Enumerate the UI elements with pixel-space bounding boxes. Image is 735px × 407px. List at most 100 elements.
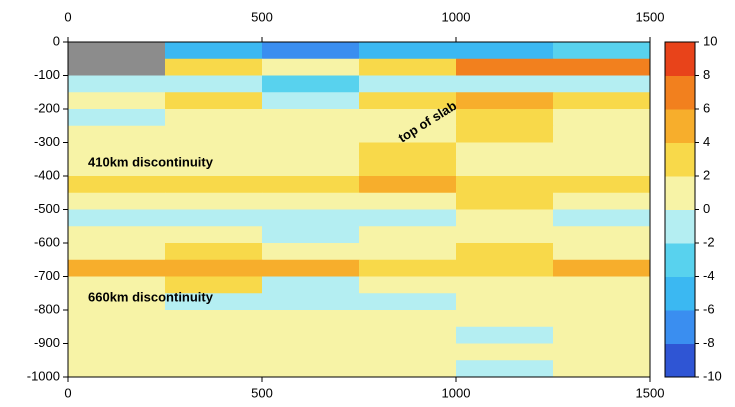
x-tick-label-top: 0 [64, 9, 71, 24]
heat-cell [553, 42, 651, 60]
x-tick-label-top: 500 [251, 9, 273, 24]
annotation: 410km discontinuity [88, 154, 214, 169]
heat-cell [262, 326, 360, 344]
colorbar-tick-label: 0 [703, 201, 710, 216]
heat-cell [359, 92, 457, 110]
x-tick-label-top: 1000 [442, 9, 471, 24]
colorbar-swatch [665, 276, 695, 311]
colorbar-swatch [665, 310, 695, 344]
heat-cell [165, 293, 263, 311]
heat-cell [359, 75, 457, 93]
heat-cell [359, 159, 457, 177]
heat-cell [359, 326, 457, 344]
heat-cell [456, 176, 554, 194]
heat-cell [165, 92, 263, 110]
y-tick-label: -600 [34, 234, 60, 249]
heat-cell [68, 92, 166, 110]
colorbar-swatch [665, 243, 695, 277]
heat-cell [262, 125, 360, 143]
colorbar-tick-label: -10 [703, 368, 722, 383]
x-tick-label-top: 1500 [636, 9, 665, 24]
heat-cell [553, 343, 651, 361]
heat-cell [456, 92, 554, 110]
heat-cell [553, 92, 651, 110]
colorbar-swatch [665, 343, 695, 378]
heat-cell [262, 192, 360, 210]
colorbar-tick-label: -4 [703, 268, 715, 283]
heat-cell [553, 75, 651, 93]
heat-cell [262, 42, 360, 60]
heat-cell [262, 159, 360, 177]
y-tick-label: -700 [34, 268, 60, 283]
heat-cell [165, 209, 263, 227]
y-tick-label: -1000 [27, 368, 60, 383]
x-tick-label-bottom: 1500 [636, 385, 665, 400]
heat-cell [262, 259, 360, 277]
heat-cell [262, 58, 360, 76]
heat-cell [456, 125, 554, 143]
colorbar-swatch [665, 42, 695, 76]
heat-cell [456, 109, 554, 127]
heat-cell [456, 75, 554, 93]
heat-cell [262, 226, 360, 244]
heat-cell [456, 209, 554, 227]
heat-cell [553, 226, 651, 244]
colorbar-tick-label: 4 [703, 134, 710, 149]
heat-cell [456, 360, 554, 378]
colorbar-tick-label: 2 [703, 167, 710, 182]
heat-cell [456, 42, 554, 60]
heat-cell [359, 360, 457, 378]
y-tick-label: -300 [34, 134, 60, 149]
colorbar-tick-label: 10 [703, 33, 717, 48]
heat-cell [165, 159, 263, 177]
heat-cell [68, 159, 166, 177]
colorbar-swatch [665, 176, 695, 210]
heat-cell [359, 343, 457, 361]
heat-cell [165, 125, 263, 143]
heat-cell [553, 293, 651, 311]
heat-cell [262, 142, 360, 160]
heat-cell [456, 243, 554, 261]
heat-cell [165, 326, 263, 344]
heat-cell [165, 75, 263, 93]
heat-cell [165, 360, 263, 378]
heat-cell [456, 310, 554, 328]
heat-cell [456, 192, 554, 210]
heat-cell [456, 259, 554, 277]
heat-cell [359, 276, 457, 294]
colorbar-tick-label: 6 [703, 100, 710, 115]
heat-cell [165, 310, 263, 328]
heat-cell [68, 42, 166, 60]
heat-cell [165, 276, 263, 294]
heat-cell [68, 259, 166, 277]
heat-cell [165, 192, 263, 210]
heat-cell [262, 276, 360, 294]
colorbar-swatch [665, 209, 695, 244]
heat-cell [456, 226, 554, 244]
heat-cell [553, 109, 651, 127]
heat-cell [68, 109, 166, 127]
heat-cell [553, 259, 651, 277]
colorbar-tick-label: -2 [703, 234, 715, 249]
heat-cell [165, 176, 263, 194]
heat-cell [359, 259, 457, 277]
heat-cell [165, 58, 263, 76]
y-tick-label: -200 [34, 100, 60, 115]
heat-cell [553, 58, 651, 76]
heat-cell [262, 360, 360, 378]
colorbar-tick-label: -8 [703, 335, 715, 350]
heat-cell [553, 192, 651, 210]
heat-cell [553, 243, 651, 261]
heat-cell [262, 75, 360, 93]
y-tick-label: -900 [34, 335, 60, 350]
heat-cell [262, 310, 360, 328]
heat-cell [359, 142, 457, 160]
heat-cell [553, 142, 651, 160]
heat-cell [165, 109, 263, 127]
heat-cell [165, 42, 263, 60]
heat-cell [165, 259, 263, 277]
heat-cell [456, 58, 554, 76]
heat-cell [68, 360, 166, 378]
